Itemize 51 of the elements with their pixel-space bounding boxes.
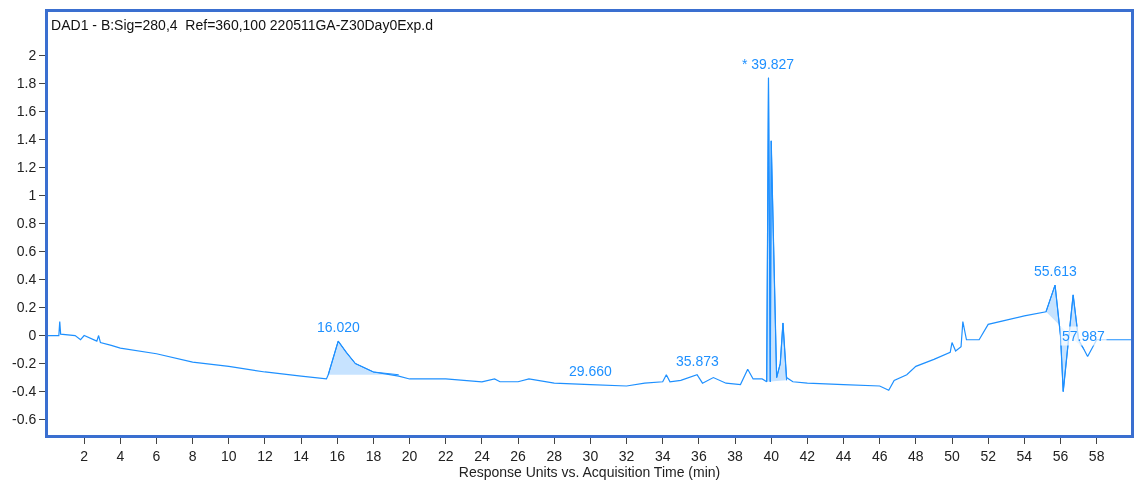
x-tick-label: 54 [1016, 447, 1033, 464]
y-tick-label: 1.6 [16, 103, 37, 120]
x-tick-label: 14 [293, 447, 310, 464]
x-tick-label: 18 [365, 447, 382, 464]
x-tick-label: 44 [835, 447, 852, 464]
y-tick-label: 0.6 [16, 243, 37, 260]
annotation: 55.613 [1034, 263, 1078, 279]
x-tick-label: 58 [1088, 447, 1105, 464]
annotation: * 39.827 [742, 56, 795, 72]
x-tick-label: 48 [908, 447, 924, 464]
x-tick-label: 34 [654, 447, 671, 464]
x-tick-label: 36 [691, 447, 707, 464]
x-tick-label: 16 [329, 447, 346, 464]
x-tick-label: 22 [437, 447, 454, 464]
x-tick-label: 42 [799, 447, 816, 464]
x-tick-label: 12 [257, 447, 273, 464]
x-tick-label: 6 [152, 447, 161, 464]
annotation: 16.020 [317, 319, 361, 335]
x-tick-label: 24 [474, 447, 490, 464]
x-tick-label: 56 [1052, 447, 1069, 464]
x-tick-label: 30 [582, 447, 599, 464]
x-tick-label: 20 [401, 447, 418, 464]
x-tick-label: 26 [510, 447, 527, 464]
x-tick-label: 4 [116, 447, 125, 464]
x-tick-label: 28 [546, 447, 563, 464]
x-axis-title: Response Units vs. Acquisition Time (min) [458, 463, 721, 480]
y-tick-label: -0.2 [12, 355, 37, 372]
y-tick-label: 1.2 [16, 159, 37, 176]
x-tick-label: 10 [221, 447, 237, 464]
x-tick-label: 52 [980, 447, 997, 464]
y-tick-label: 1 [28, 187, 37, 204]
y-tick-label: 2 [28, 47, 37, 64]
x-tick-label: 8 [188, 447, 197, 464]
y-tick-label: -0.6 [12, 411, 37, 428]
y-tick-label: 1.8 [16, 75, 37, 92]
x-tick-label: 38 [727, 447, 744, 464]
y-tick-label: 0 [28, 327, 37, 344]
chart-title: DAD1 - B:Sig=280,4 Ref=360,100 220511GA-Z30Day0Exp.d [51, 16, 433, 33]
y-tick-label: 0.4 [16, 271, 37, 288]
annotation: 29.660 [569, 363, 613, 379]
y-tick-label: -0.4 [12, 383, 37, 400]
x-tick-label: 46 [871, 447, 888, 464]
x-tick-label: 2 [80, 447, 89, 464]
x-tick-label: 40 [763, 447, 780, 464]
annotation: 57.987 [1062, 328, 1106, 344]
x-tick-label: 32 [618, 447, 635, 464]
y-tick-label: 0.2 [16, 299, 37, 316]
y-tick-label: 1.4 [16, 131, 37, 148]
x-tick-label: 50 [944, 447, 961, 464]
annotation: 35.873 [676, 353, 720, 369]
y-tick-label: 0.8 [16, 215, 37, 232]
